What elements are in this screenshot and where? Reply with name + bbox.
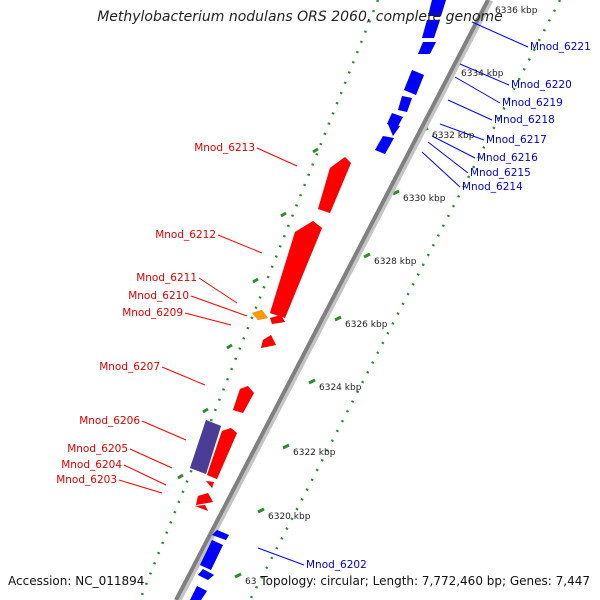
topology-text: Topology: circular; Length: 7,772,460 bp… bbox=[260, 574, 590, 588]
tick-marks bbox=[177, 1, 492, 579]
blue-leader-line bbox=[459, 63, 510, 86]
kbp-tick-mark bbox=[308, 378, 316, 385]
kbp-tick-label: 6328 kbp bbox=[374, 257, 417, 267]
inner-tick-mark bbox=[312, 147, 319, 154]
feature-mnod-6206 bbox=[189, 419, 222, 475]
red-leader-line bbox=[161, 366, 206, 386]
gene-mnod-6216 bbox=[387, 123, 401, 137]
gene-mnod-6221b bbox=[421, 19, 441, 39]
red-leader-line bbox=[198, 277, 238, 304]
blue-gene-label: Mnod_6202 bbox=[306, 559, 367, 571]
gene-mnod-6215 bbox=[374, 135, 395, 155]
blue-gene-label: Mnod_6218 bbox=[494, 114, 555, 126]
kbp-tick-label: 6322 kbp bbox=[293, 448, 336, 458]
gene-mnod-6221 bbox=[427, 0, 447, 17]
blue-leader-line bbox=[471, 21, 529, 48]
kbp-tick-label: 6326 kbp bbox=[345, 320, 388, 330]
gene-mnod-6202b bbox=[199, 539, 224, 571]
red-leader-line bbox=[184, 312, 232, 326]
gene-mnod-6209 bbox=[260, 334, 277, 349]
blue-leader-line bbox=[431, 135, 476, 159]
blue-gene-label: Mnod_6215 bbox=[470, 167, 531, 179]
gene-labels: Mnod_6213 Mnod_6212 Mnod_6211 Mnod_6210 Mnod… bbox=[56, 41, 591, 571]
red-leader-line bbox=[190, 295, 248, 317]
gene-mnod-6219 bbox=[403, 69, 425, 96]
gene-mnod-6204 bbox=[205, 480, 215, 489]
kbp-tick-label: 6336 kbp bbox=[495, 6, 538, 16]
blue-leader-line bbox=[439, 123, 485, 141]
blue-gene-label: Mnod_6217 bbox=[486, 134, 547, 146]
blue-gene-label: Mnod_6220 bbox=[511, 79, 572, 91]
gene-mnod-6218 bbox=[397, 95, 413, 113]
feature-mnod-6211 bbox=[251, 309, 269, 321]
blue-leader-line bbox=[427, 141, 469, 174]
red-gene-label: Mnod_6209 bbox=[122, 307, 183, 319]
kbp-tick-label: 6332 kbp bbox=[432, 131, 475, 141]
red-gene-label: Mnod_6205 bbox=[67, 443, 128, 455]
blue-gene-label: Mnod_6221 bbox=[530, 41, 591, 53]
blue-leader-line bbox=[454, 76, 501, 104]
kbp-tick-mark bbox=[234, 572, 242, 579]
gene-mnod-6202 bbox=[211, 529, 230, 541]
inner-tick-mark bbox=[280, 211, 287, 218]
tick-labels: 6336 kbp 6334 kbp 6332 kbp 6330 kbp 6328 kbp… bbox=[245, 6, 538, 587]
red-gene-label: Mnod_6211 bbox=[136, 272, 197, 284]
red-leader-line bbox=[217, 234, 263, 254]
kbp-tick-mark bbox=[392, 189, 400, 196]
blue-leader-line bbox=[421, 151, 461, 188]
gene-mnod-6203b bbox=[194, 504, 209, 512]
gene-mnod-6201 bbox=[189, 585, 208, 600]
gene-mnod-6203 bbox=[195, 492, 214, 506]
backbone bbox=[174, 0, 494, 600]
gene-mnod-6220 bbox=[417, 41, 437, 55]
red-leader-line bbox=[141, 420, 187, 441]
blue-gene-label: Mnod_6216 bbox=[477, 152, 538, 164]
inner-tick-mark bbox=[202, 407, 209, 414]
red-leader-line bbox=[256, 147, 298, 167]
gene-mnod-6212 bbox=[269, 220, 323, 319]
accession-text: Accession: NC_011894 bbox=[8, 574, 145, 588]
kbp-tick-mark bbox=[257, 507, 265, 514]
kbp-tick-label: 6334 kbp bbox=[461, 69, 504, 79]
red-leader-line bbox=[123, 464, 167, 486]
gene-mnod-6207 bbox=[232, 385, 255, 414]
kbp-tick-label: 6320 kbp bbox=[268, 512, 311, 522]
gene-mnod-6210 bbox=[269, 314, 286, 325]
kbp-tick-label: 63 bbox=[245, 577, 256, 587]
blue-gene-label: Mnod_6214 bbox=[462, 181, 523, 193]
red-gene-label: Mnod_6203 bbox=[56, 474, 117, 486]
inner-tick-mark bbox=[177, 473, 184, 480]
kbp-tick-mark bbox=[334, 315, 342, 322]
gene-features bbox=[189, 0, 447, 600]
red-gene-label: Mnod_6207 bbox=[99, 361, 160, 373]
inner-tick-mark bbox=[252, 277, 259, 284]
red-gene-label: Mnod_6206 bbox=[79, 415, 140, 427]
blue-leader-line bbox=[257, 547, 305, 566]
gene-mnod-6205 bbox=[206, 427, 238, 480]
red-leader-line bbox=[129, 448, 173, 469]
gene-mnod-6202c bbox=[197, 568, 215, 581]
dotted-guides bbox=[138, 0, 562, 600]
red-gene-label: Mnod_6204 bbox=[61, 459, 122, 471]
red-gene-label: Mnod_6210 bbox=[128, 290, 189, 302]
blue-leader-line bbox=[447, 99, 493, 121]
dotted-guide-outer bbox=[248, 0, 562, 600]
kbp-tick-label: 6324 kbp bbox=[319, 383, 362, 393]
red-gene-label: Mnod_6212 bbox=[155, 229, 216, 241]
backbone-line bbox=[174, 0, 490, 600]
red-leader-line bbox=[118, 479, 163, 494]
kbp-tick-label: 6330 kbp bbox=[403, 194, 446, 204]
label-leaders bbox=[118, 21, 529, 566]
kbp-tick-mark bbox=[363, 252, 371, 259]
blue-gene-label: Mnod_6219 bbox=[502, 97, 563, 109]
genome-title: Methylobacterium nodulans ORS 2060, comp… bbox=[97, 9, 503, 25]
gene-mnod-6213 bbox=[317, 156, 352, 214]
kbp-tick-mark bbox=[282, 443, 290, 450]
red-gene-label: Mnod_6213 bbox=[194, 142, 255, 154]
inner-tick-mark bbox=[226, 343, 233, 350]
